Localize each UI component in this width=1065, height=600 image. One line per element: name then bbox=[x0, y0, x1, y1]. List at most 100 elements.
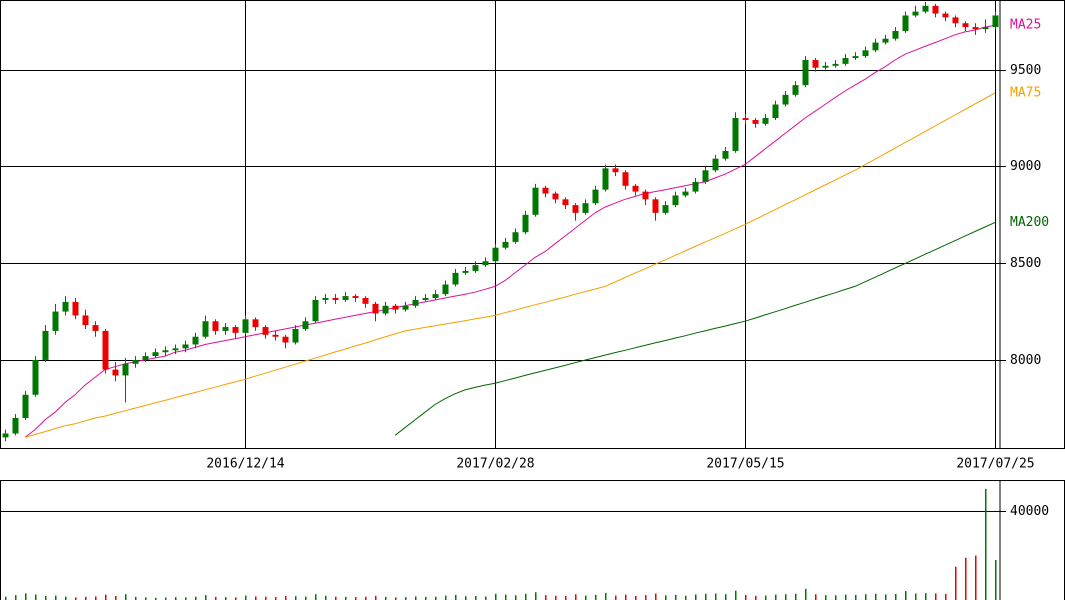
volume-bar bbox=[25, 593, 27, 600]
volume-bar bbox=[975, 555, 977, 600]
candle-body bbox=[2, 433, 9, 438]
candle-body bbox=[582, 203, 589, 213]
candle-body bbox=[82, 315, 89, 326]
candle-body bbox=[572, 205, 579, 213]
candle-body bbox=[292, 328, 299, 343]
volume-bar bbox=[725, 594, 727, 600]
volume-bar bbox=[745, 594, 747, 600]
candle-body bbox=[852, 56, 859, 59]
y-tick-label: 9000 bbox=[1010, 159, 1041, 174]
volume-bar bbox=[165, 597, 167, 600]
volume-bar bbox=[875, 593, 877, 600]
candle-body bbox=[812, 59, 819, 68]
volume-bar bbox=[315, 594, 317, 600]
volume-bar bbox=[435, 596, 437, 600]
candle-body bbox=[482, 261, 489, 266]
volume-bar bbox=[675, 594, 677, 600]
candle-body bbox=[632, 185, 639, 192]
candle-body bbox=[382, 305, 389, 314]
candle-body bbox=[102, 330, 109, 370]
candle-body bbox=[132, 359, 139, 364]
candle-body bbox=[502, 241, 509, 248]
volume-bar bbox=[95, 596, 97, 600]
volume-bar bbox=[655, 593, 657, 600]
candle-body bbox=[752, 119, 759, 124]
candle-body bbox=[742, 118, 749, 120]
y-tick-label: 9500 bbox=[1010, 63, 1041, 78]
candle-body bbox=[352, 296, 359, 299]
candle-body bbox=[432, 294, 439, 299]
candle-body bbox=[392, 305, 399, 310]
volume-bar bbox=[535, 592, 537, 600]
volume-bar bbox=[645, 595, 647, 600]
volume-bar bbox=[355, 597, 357, 600]
candle-body bbox=[52, 311, 59, 331]
candle-body bbox=[362, 298, 369, 304]
candle-body bbox=[872, 42, 879, 51]
volume-bar bbox=[385, 596, 387, 600]
volume-bar bbox=[755, 595, 757, 600]
candle-body bbox=[552, 193, 559, 200]
candle-body bbox=[222, 327, 229, 331]
volume-bar bbox=[75, 597, 77, 600]
x-tick-label: 2017/05/15 bbox=[706, 457, 784, 472]
candle-body bbox=[832, 63, 839, 66]
candle-body bbox=[282, 336, 289, 343]
candle-body bbox=[592, 189, 599, 204]
volume-bar bbox=[785, 594, 787, 600]
volume-bar bbox=[575, 594, 577, 600]
candle-body bbox=[92, 325, 99, 331]
candle-body bbox=[542, 187, 549, 194]
volume-bar bbox=[505, 594, 507, 600]
volume-bar bbox=[955, 566, 957, 600]
candle-body bbox=[32, 359, 39, 395]
volume-bar bbox=[775, 594, 777, 600]
volume-bar bbox=[125, 594, 127, 600]
volume-bar bbox=[795, 593, 797, 600]
candle-body bbox=[122, 363, 129, 376]
candle-body bbox=[512, 232, 519, 242]
volume-bar bbox=[365, 596, 367, 600]
x-tick-label: 2016/12/14 bbox=[206, 457, 284, 472]
candle-body bbox=[922, 5, 929, 12]
candle-body bbox=[902, 15, 909, 31]
volume-bar bbox=[85, 596, 87, 600]
candle-body bbox=[612, 168, 619, 173]
ma-line bbox=[24, 24, 996, 438]
volume-bar bbox=[145, 597, 147, 600]
volume-bar bbox=[265, 596, 267, 600]
candle-body bbox=[422, 298, 429, 300]
candle-body bbox=[702, 170, 709, 182]
volume-bar bbox=[985, 488, 987, 600]
candle-body bbox=[22, 394, 29, 419]
y-tick-label: 8000 bbox=[1010, 353, 1041, 368]
candle-body bbox=[72, 301, 79, 316]
candle-body bbox=[342, 296, 349, 300]
volume-bar bbox=[865, 594, 867, 600]
volume-bar bbox=[45, 596, 47, 600]
candle-body bbox=[322, 298, 329, 300]
candle-body bbox=[522, 214, 529, 233]
candle-body bbox=[762, 118, 769, 124]
candle-body bbox=[792, 85, 799, 95]
volume-bar bbox=[65, 596, 67, 600]
volume-bar bbox=[15, 595, 17, 600]
volume-frame bbox=[0, 480, 1065, 600]
volume-bar bbox=[545, 595, 547, 600]
ma-line bbox=[24, 92, 996, 438]
volume-bar bbox=[995, 560, 997, 600]
legend-label: MA200 bbox=[1010, 215, 1049, 230]
volume-bar bbox=[375, 595, 377, 600]
candle-body bbox=[462, 270, 469, 273]
volume-bar bbox=[525, 593, 527, 600]
candle-body bbox=[822, 65, 829, 68]
volume-bar bbox=[835, 595, 837, 600]
volume-bar bbox=[845, 594, 847, 600]
ma-line bbox=[394, 221, 996, 436]
volume-bar bbox=[555, 595, 557, 600]
volume-bar bbox=[905, 591, 907, 600]
candle-body bbox=[672, 195, 679, 206]
candle-body bbox=[372, 303, 379, 314]
candle-body bbox=[192, 336, 199, 345]
